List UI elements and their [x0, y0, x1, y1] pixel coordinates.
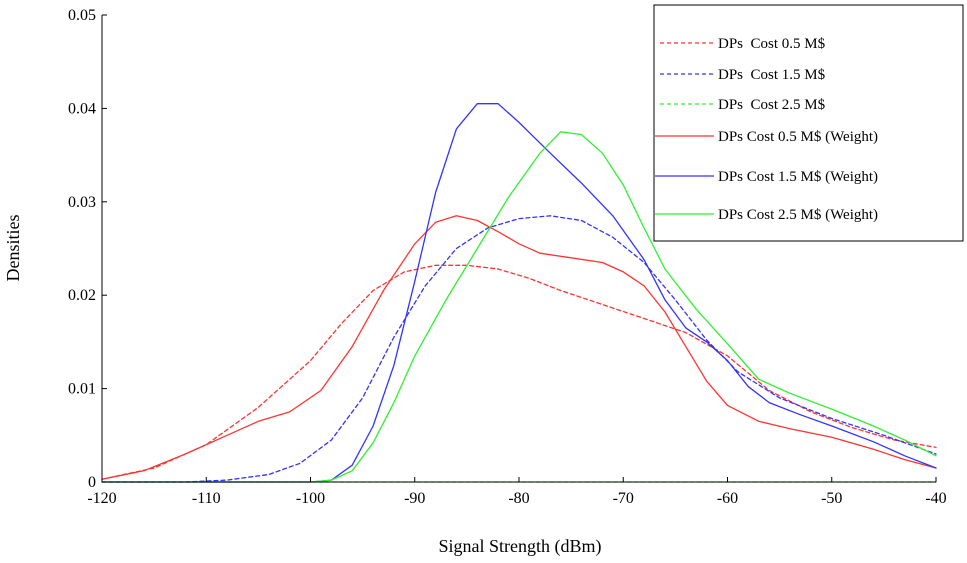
series-line-4 — [101, 215, 937, 480]
x-axis-title: Signal Strength (dBm) — [439, 536, 602, 557]
legend-label-2: DPs Cost 1.5 M$ — [718, 67, 826, 83]
x-tick-label: -90 — [404, 490, 425, 507]
axes-layer: -120 -110 -100 -90 -80 -70 -60 -50 -40 0 0.01 0.02 0… — [68, 7, 947, 507]
x-tick-label: -80 — [508, 490, 529, 507]
series-line-1 — [101, 264, 937, 480]
x-tick-label: -50 — [821, 490, 842, 507]
series-line-6 — [101, 131, 937, 483]
legend-label-1: DPs Cost 0.5 M$ — [718, 36, 826, 52]
y-axis-title: Densities — [3, 215, 23, 282]
y-tick-label: 0.02 — [68, 287, 96, 304]
x-tick-label: -100 — [296, 490, 325, 507]
y-tick-label: 0.03 — [68, 194, 96, 211]
series-line-5 — [101, 103, 937, 483]
x-tick-label: -40 — [925, 490, 946, 507]
legend-label-4: DPs Cost 0.5 M$ (Weight) — [718, 129, 878, 145]
y-tick-label: 0 — [88, 474, 96, 491]
x-tick-label: -110 — [192, 490, 221, 507]
y-tick-label: 0.01 — [68, 381, 96, 398]
legend-label-6: DPs Cost 2.5 M$ (Weight) — [718, 207, 878, 223]
y-tick-label: 0.05 — [68, 7, 96, 24]
x-tick-label: -70 — [613, 490, 634, 507]
x-tick-label: -60 — [717, 490, 738, 507]
series-line-2 — [101, 215, 937, 483]
legend-box — [653, 4, 964, 242]
legend-label-5: DPs Cost 1.5 M$ (Weight) — [718, 169, 878, 185]
legend: DPs Cost 0.5 M$ DPs Cost 1.5 M$ DPs Cost 2… — [653, 4, 964, 242]
x-tick-label: -120 — [87, 490, 116, 507]
legend-label-3: DPs Cost 2.5 M$ — [718, 97, 826, 113]
y-tick-label: 0.04 — [68, 100, 96, 117]
